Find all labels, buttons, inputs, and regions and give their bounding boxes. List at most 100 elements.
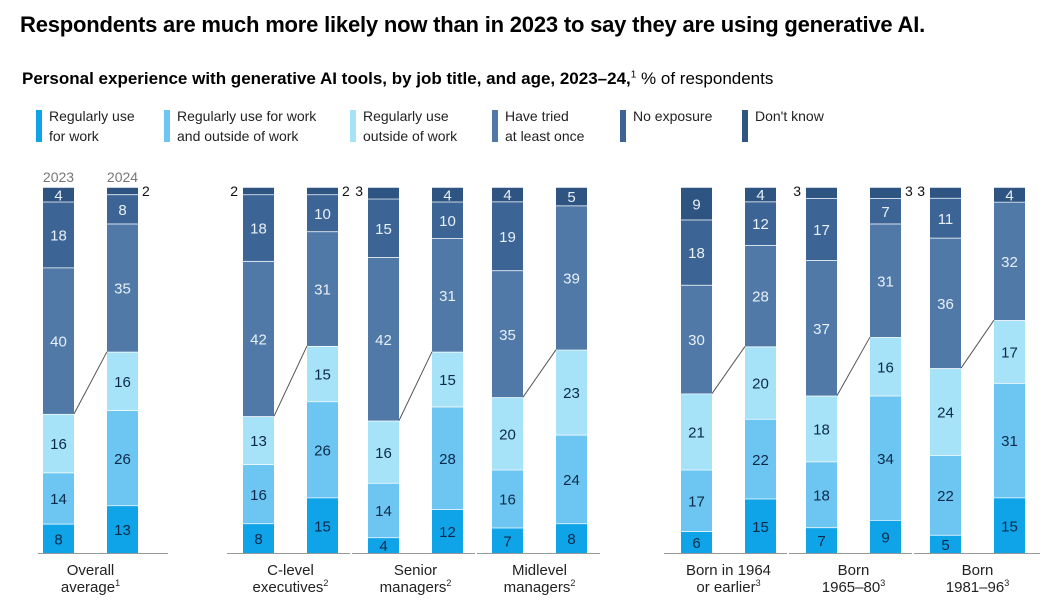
- connector-line: [73, 351, 108, 415]
- data-label: 8: [567, 531, 575, 548]
- bar-segment: [243, 194, 274, 261]
- bar-segment: [107, 505, 138, 553]
- data-label: 4: [1005, 187, 1013, 204]
- data-label: 23: [563, 385, 580, 402]
- bar-segment: [930, 534, 961, 553]
- connector-line: [960, 319, 995, 369]
- bar-segment: [994, 320, 1025, 383]
- data-label: 12: [752, 216, 769, 233]
- data-label: 37: [813, 321, 830, 338]
- legend-swatch: [742, 110, 748, 142]
- bar-segment: [107, 410, 138, 506]
- bar-segment: [307, 194, 338, 232]
- data-label: 4: [756, 187, 764, 204]
- bar-segment: [745, 498, 776, 553]
- data-label: 16: [877, 359, 894, 376]
- bar-segment: [556, 205, 587, 350]
- bar-segment: [930, 237, 961, 369]
- category-label: Overall: [67, 562, 115, 579]
- bar-segment: [806, 461, 837, 528]
- category-label: Born: [838, 562, 870, 579]
- data-label: 15: [375, 221, 392, 238]
- bar-segment: [681, 284, 712, 394]
- bar-segment: [930, 187, 961, 198]
- bar-segment: [43, 267, 74, 414]
- bar-segment: [681, 469, 712, 532]
- data-label: 18: [50, 228, 67, 245]
- bar-segment: [745, 201, 776, 245]
- bar-segment: [432, 406, 463, 510]
- data-label: 31: [314, 282, 331, 299]
- bar-segment: [43, 187, 74, 202]
- data-label: 9: [881, 530, 889, 547]
- bar-segment: [681, 219, 712, 285]
- data-label: 16: [114, 374, 131, 391]
- data-label: 8: [118, 202, 126, 219]
- data-label: 5: [567, 189, 575, 206]
- chart-headline: Respondents are much more likely now tha…: [20, 12, 926, 37]
- data-label: 10: [314, 206, 331, 223]
- connector-line: [522, 349, 557, 398]
- data-label: 21: [688, 425, 705, 442]
- data-label: 17: [688, 493, 705, 510]
- bar-segment: [43, 523, 74, 553]
- bar-segment: [870, 197, 901, 224]
- bar-segment: [806, 527, 837, 553]
- bar-segment: [745, 187, 776, 202]
- data-label: 15: [314, 367, 331, 384]
- bar-segment: [43, 413, 74, 473]
- data-label: 6: [692, 535, 700, 552]
- data-label: 4: [54, 187, 62, 204]
- data-label: 30: [688, 332, 705, 349]
- connector-line: [273, 345, 308, 417]
- data-label: 4: [503, 187, 511, 204]
- data-label: 28: [439, 451, 456, 468]
- bar-segment: [492, 397, 523, 470]
- data-label: 26: [114, 451, 131, 468]
- data-label: 7: [817, 533, 825, 550]
- bar-segment: [492, 201, 523, 271]
- bar-segment: [745, 346, 776, 419]
- bar-segment: [745, 418, 776, 499]
- legend-swatch: [36, 110, 42, 142]
- legend-swatch: [164, 110, 170, 142]
- bar-segment: [556, 434, 587, 524]
- data-label: 10: [439, 213, 456, 230]
- data-label: 20: [752, 376, 769, 393]
- subtitle-main: Personal experience with generative AI t…: [22, 69, 631, 88]
- data-label: 2: [142, 183, 150, 199]
- legend-label: Don't know: [755, 108, 824, 124]
- data-label: 17: [813, 222, 830, 239]
- bar-segment: [870, 337, 901, 396]
- category-label: managers2: [504, 578, 576, 596]
- category-label: C-level: [267, 562, 314, 579]
- data-label: 7: [881, 204, 889, 221]
- bar-segment: [994, 382, 1025, 498]
- category-label: Born: [962, 562, 994, 579]
- data-label: 28: [752, 289, 769, 306]
- legend-label: Have tried at least once: [505, 108, 585, 144]
- bar-segment: [243, 416, 274, 465]
- bar-segment: [492, 527, 523, 553]
- bar-segment: [432, 187, 463, 202]
- bar-segment: [243, 523, 274, 553]
- data-label: 7: [503, 533, 511, 550]
- category-label: managers2: [380, 578, 452, 596]
- data-label: 2: [342, 183, 350, 199]
- bar-segment: [368, 482, 399, 538]
- category-label: or earlier3: [696, 578, 760, 596]
- connector-line: [836, 336, 871, 396]
- bar-segment: [243, 260, 274, 417]
- data-label: 3: [355, 183, 363, 199]
- bar-segment: [806, 395, 837, 462]
- connector-line: [398, 351, 433, 421]
- legend-label: No exposure: [633, 108, 713, 124]
- bar-segment: [930, 455, 961, 535]
- data-label: 8: [254, 531, 262, 548]
- data-label: 18: [688, 245, 705, 262]
- data-label: 5: [941, 537, 949, 554]
- data-label: 16: [250, 487, 267, 504]
- bar-segment: [681, 531, 712, 553]
- data-label: 22: [937, 488, 954, 505]
- data-label: 17: [1001, 345, 1018, 362]
